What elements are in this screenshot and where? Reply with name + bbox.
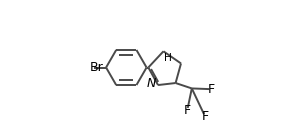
Text: N: N [147, 77, 156, 90]
Text: H: H [164, 53, 172, 63]
Text: Br: Br [89, 61, 103, 74]
Text: F: F [208, 83, 215, 96]
Text: F: F [201, 110, 209, 123]
Text: F: F [184, 104, 191, 117]
